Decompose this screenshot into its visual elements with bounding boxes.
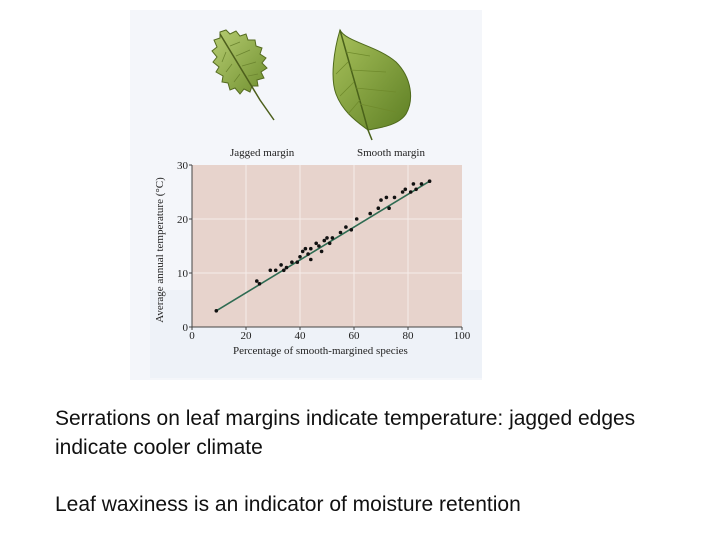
- data-point: [344, 225, 348, 229]
- y-tick-label: 0: [183, 322, 189, 334]
- leaf-illustrations: [211, 28, 412, 141]
- data-point: [403, 187, 408, 192]
- data-point: [295, 260, 300, 264]
- data-point: [338, 230, 343, 235]
- data-point: [300, 249, 305, 254]
- x-tick-label: 0: [189, 330, 195, 342]
- x-tick-label: 60: [349, 330, 361, 342]
- smooth-leaf-icon: [332, 28, 412, 141]
- data-point: [309, 257, 313, 262]
- x-tick-label: 40: [295, 330, 307, 342]
- data-point: [419, 182, 424, 186]
- smooth-margin-label: Smooth margin: [357, 147, 425, 159]
- jagged-leaf-icon: [211, 29, 275, 121]
- x-tick-label: 80: [403, 330, 415, 342]
- data-point: [400, 190, 405, 194]
- data-point: [303, 246, 308, 251]
- x-tick-label: 100: [454, 330, 471, 342]
- y-axis-title: Average annual temperature (°C): [154, 177, 166, 323]
- data-point: [268, 268, 273, 273]
- data-point: [319, 249, 324, 254]
- data-point: [325, 236, 329, 240]
- data-point: [387, 206, 391, 210]
- caption-line-1: Serrations on leaf margins indicate temp…: [55, 407, 636, 459]
- data-point: [309, 246, 313, 251]
- plot-area: [192, 165, 462, 327]
- data-point: [284, 265, 289, 270]
- y-tick-label: 30: [177, 160, 189, 172]
- data-point: [384, 195, 389, 200]
- data-point: [255, 279, 259, 283]
- data-point: [306, 252, 310, 256]
- data-point: [327, 241, 332, 246]
- data-point: [349, 228, 354, 232]
- caption-line-2: Leaf waxiness is an indicator of moistur…: [55, 493, 521, 516]
- data-point: [314, 241, 318, 246]
- data-point: [411, 182, 416, 186]
- data-point: [290, 260, 294, 264]
- jagged-margin-label: Jagged margin: [230, 147, 295, 159]
- data-point: [279, 263, 283, 267]
- data-point: [330, 236, 335, 240]
- data-point: [317, 244, 321, 248]
- data-point: [282, 268, 286, 273]
- data-point: [273, 268, 278, 273]
- x-axis-title: Percentage of smooth-margined species: [233, 345, 408, 357]
- data-point: [298, 255, 302, 259]
- data-point: [257, 282, 262, 286]
- y-tick-label: 20: [177, 214, 189, 226]
- scatter-chart: 0 20 40 60 80 100 0 10 20 30: [177, 160, 471, 342]
- data-point: [368, 211, 372, 216]
- data-point: [354, 217, 359, 221]
- trend-line: [215, 180, 431, 312]
- data-point: [376, 206, 381, 210]
- data-point: [408, 190, 413, 194]
- data-point: [214, 309, 219, 313]
- data-point: [414, 187, 418, 192]
- y-tick-label: 10: [177, 268, 189, 280]
- data-point: [322, 238, 327, 243]
- x-tick-label: 20: [241, 330, 253, 342]
- data-point: [427, 179, 432, 183]
- data-point: [379, 198, 383, 202]
- data-point: [392, 195, 397, 200]
